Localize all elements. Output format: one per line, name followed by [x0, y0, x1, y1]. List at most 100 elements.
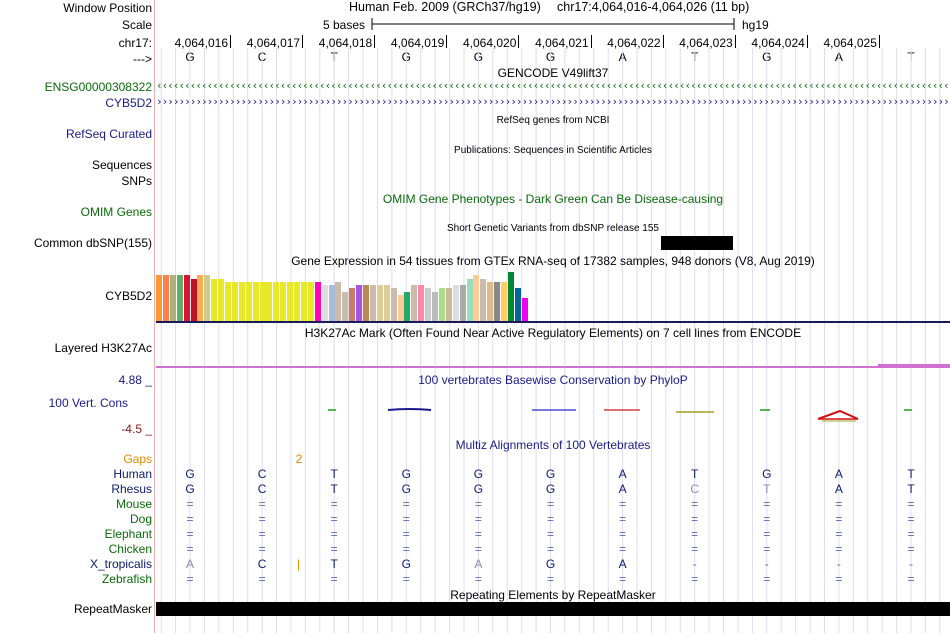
gtex-bar[interactable]	[287, 282, 294, 321]
gtex-bar[interactable]	[349, 288, 356, 321]
h3k27ac-signal[interactable]	[156, 366, 950, 368]
gtex-bar[interactable]	[376, 285, 383, 321]
gtex-bar[interactable]	[176, 275, 183, 321]
gtex-bar[interactable]	[280, 282, 287, 321]
label-chrom[interactable]: chr17:	[118, 36, 152, 50]
gtex-bar[interactable]	[494, 282, 501, 321]
assembly-title: Human Feb. 2009 (GRCh37/hg19)	[349, 0, 541, 14]
ensg-gene-feature[interactable]: ‹‹‹‹‹‹‹‹‹‹‹‹‹‹‹‹‹‹‹‹‹‹‹‹‹‹‹‹‹‹‹‹‹‹‹‹‹‹‹‹…	[156, 79, 950, 91]
label-gaps[interactable]: Gaps	[123, 452, 152, 466]
gtex-bar[interactable]	[480, 279, 487, 321]
gtex-bar[interactable]	[266, 282, 273, 321]
gtex-bar[interactable]	[390, 288, 397, 321]
species-label[interactable]: Rhesus	[111, 482, 152, 496]
gtex-bar[interactable]	[514, 288, 521, 321]
gtex-bar[interactable]	[190, 279, 197, 321]
label-dbsnp[interactable]: Common dbSNP(155)	[33, 236, 152, 250]
gtex-bar[interactable]	[238, 282, 245, 321]
gtex-bar[interactable]	[432, 292, 438, 321]
gtex-bar[interactable]	[342, 292, 349, 321]
label-ensg[interactable]: ENSG00000308322	[44, 80, 152, 94]
species-label[interactable]: Mouse	[115, 497, 152, 511]
species-base: =	[835, 512, 843, 526]
gtex-track-title: Gene Expression in 54 tissues from GTEx …	[291, 254, 815, 268]
gtex-bar[interactable]	[356, 285, 363, 321]
gtex-bar[interactable]	[501, 282, 507, 321]
gtex-bar[interactable]	[521, 298, 528, 321]
label-omim[interactable]: OMIM Genes	[80, 205, 152, 219]
gtex-bar[interactable]	[452, 285, 459, 321]
label-refseq[interactable]: RefSeq Curated	[65, 127, 152, 141]
gtex-bar[interactable]	[259, 282, 266, 321]
gtex-bar[interactable]	[473, 275, 480, 321]
refseq-track-title: RefSeq genes from NCBI	[496, 115, 610, 126]
species-base: -	[836, 557, 841, 571]
species-base: =	[835, 497, 843, 511]
species-base: =	[186, 572, 194, 586]
gtex-bar[interactable]	[397, 295, 404, 321]
gtex-bar[interactable]	[314, 282, 321, 321]
gtex-bar[interactable]	[321, 285, 328, 321]
gtex-bar[interactable]	[225, 282, 231, 321]
species-label[interactable]: Dog	[129, 512, 152, 526]
species-label[interactable]: Human	[113, 467, 152, 481]
label-gtex[interactable]: CYB5D2	[105, 289, 152, 303]
gtex-bar[interactable]	[252, 282, 259, 321]
label-sequences[interactable]: Sequences	[91, 158, 152, 172]
gtex-bar[interactable]	[507, 272, 514, 321]
gtex-bar[interactable]	[335, 282, 342, 321]
label-cons[interactable]: 100 Vert. Cons	[48, 396, 128, 410]
gtex-bar[interactable]	[218, 279, 225, 321]
gtex-bar[interactable]	[156, 275, 162, 321]
label-snps[interactable]: SNPs	[121, 174, 152, 188]
gtex-bar[interactable]	[162, 275, 169, 321]
gtex-bar[interactable]	[487, 282, 494, 321]
gtex-bar[interactable]	[418, 285, 425, 321]
gtex-bar[interactable]	[231, 282, 238, 321]
gtex-bar[interactable]	[328, 285, 335, 321]
gtex-bar[interactable]	[438, 288, 445, 321]
gtex-bar[interactable]	[169, 275, 176, 321]
gtex-bar[interactable]	[459, 285, 466, 321]
dbsnp-variant[interactable]	[661, 236, 733, 250]
gtex-bar[interactable]	[307, 282, 314, 321]
species-base: =	[474, 572, 482, 586]
gtex-bar[interactable]	[197, 275, 204, 321]
species-base: =	[619, 572, 627, 586]
species-base: G	[401, 482, 411, 496]
label-cyb5d2-gene[interactable]: CYB5D2	[105, 96, 152, 110]
label-strand[interactable]: --->	[133, 52, 152, 66]
omim-track-title: OMIM Gene Phenotypes - Dark Green Can Be…	[382, 192, 724, 206]
gtex-bar[interactable]	[294, 282, 300, 321]
cyb5d2-gene-feature[interactable]: ››››››››››››››››››››››››››››››››››››››››…	[156, 95, 950, 107]
phylop-signal[interactable]	[156, 400, 950, 430]
ruler-tick	[230, 35, 231, 48]
species-label[interactable]: Zebrafish	[101, 572, 152, 586]
species-base: =	[907, 572, 915, 586]
label-window-position[interactable]: Window Position	[63, 1, 152, 15]
gtex-bar[interactable]	[466, 279, 473, 321]
gtex-bar[interactable]	[204, 275, 211, 321]
label-scale[interactable]: Scale	[121, 18, 152, 32]
gtex-bar[interactable]	[211, 279, 218, 321]
species-label[interactable]: X_tropicalis	[89, 557, 152, 571]
label-h3k27ac[interactable]: Layered H3K27Ac	[54, 341, 152, 355]
label-repeatmasker[interactable]: RepeatMasker	[73, 602, 152, 616]
gtex-bar[interactable]	[425, 288, 432, 321]
gtex-bar[interactable]	[300, 282, 307, 321]
rmsk-feature[interactable]	[156, 602, 950, 616]
gtex-bar[interactable]	[445, 288, 452, 321]
gtex-bar[interactable]	[245, 282, 252, 321]
gtex-bar[interactable]	[369, 285, 376, 321]
gtex-bar[interactable]	[404, 292, 411, 321]
gtex-bar[interactable]	[273, 282, 280, 321]
gtex-bar[interactable]	[363, 285, 369, 321]
species-label[interactable]: Elephant	[104, 527, 152, 541]
gtex-bar[interactable]	[383, 285, 390, 321]
species-label[interactable]: Chicken	[108, 542, 152, 556]
species-base: =	[763, 497, 771, 511]
species-base: =	[907, 512, 915, 526]
gtex-bar[interactable]	[183, 275, 190, 321]
species-base: A	[834, 482, 843, 496]
gtex-bar[interactable]	[411, 285, 418, 321]
